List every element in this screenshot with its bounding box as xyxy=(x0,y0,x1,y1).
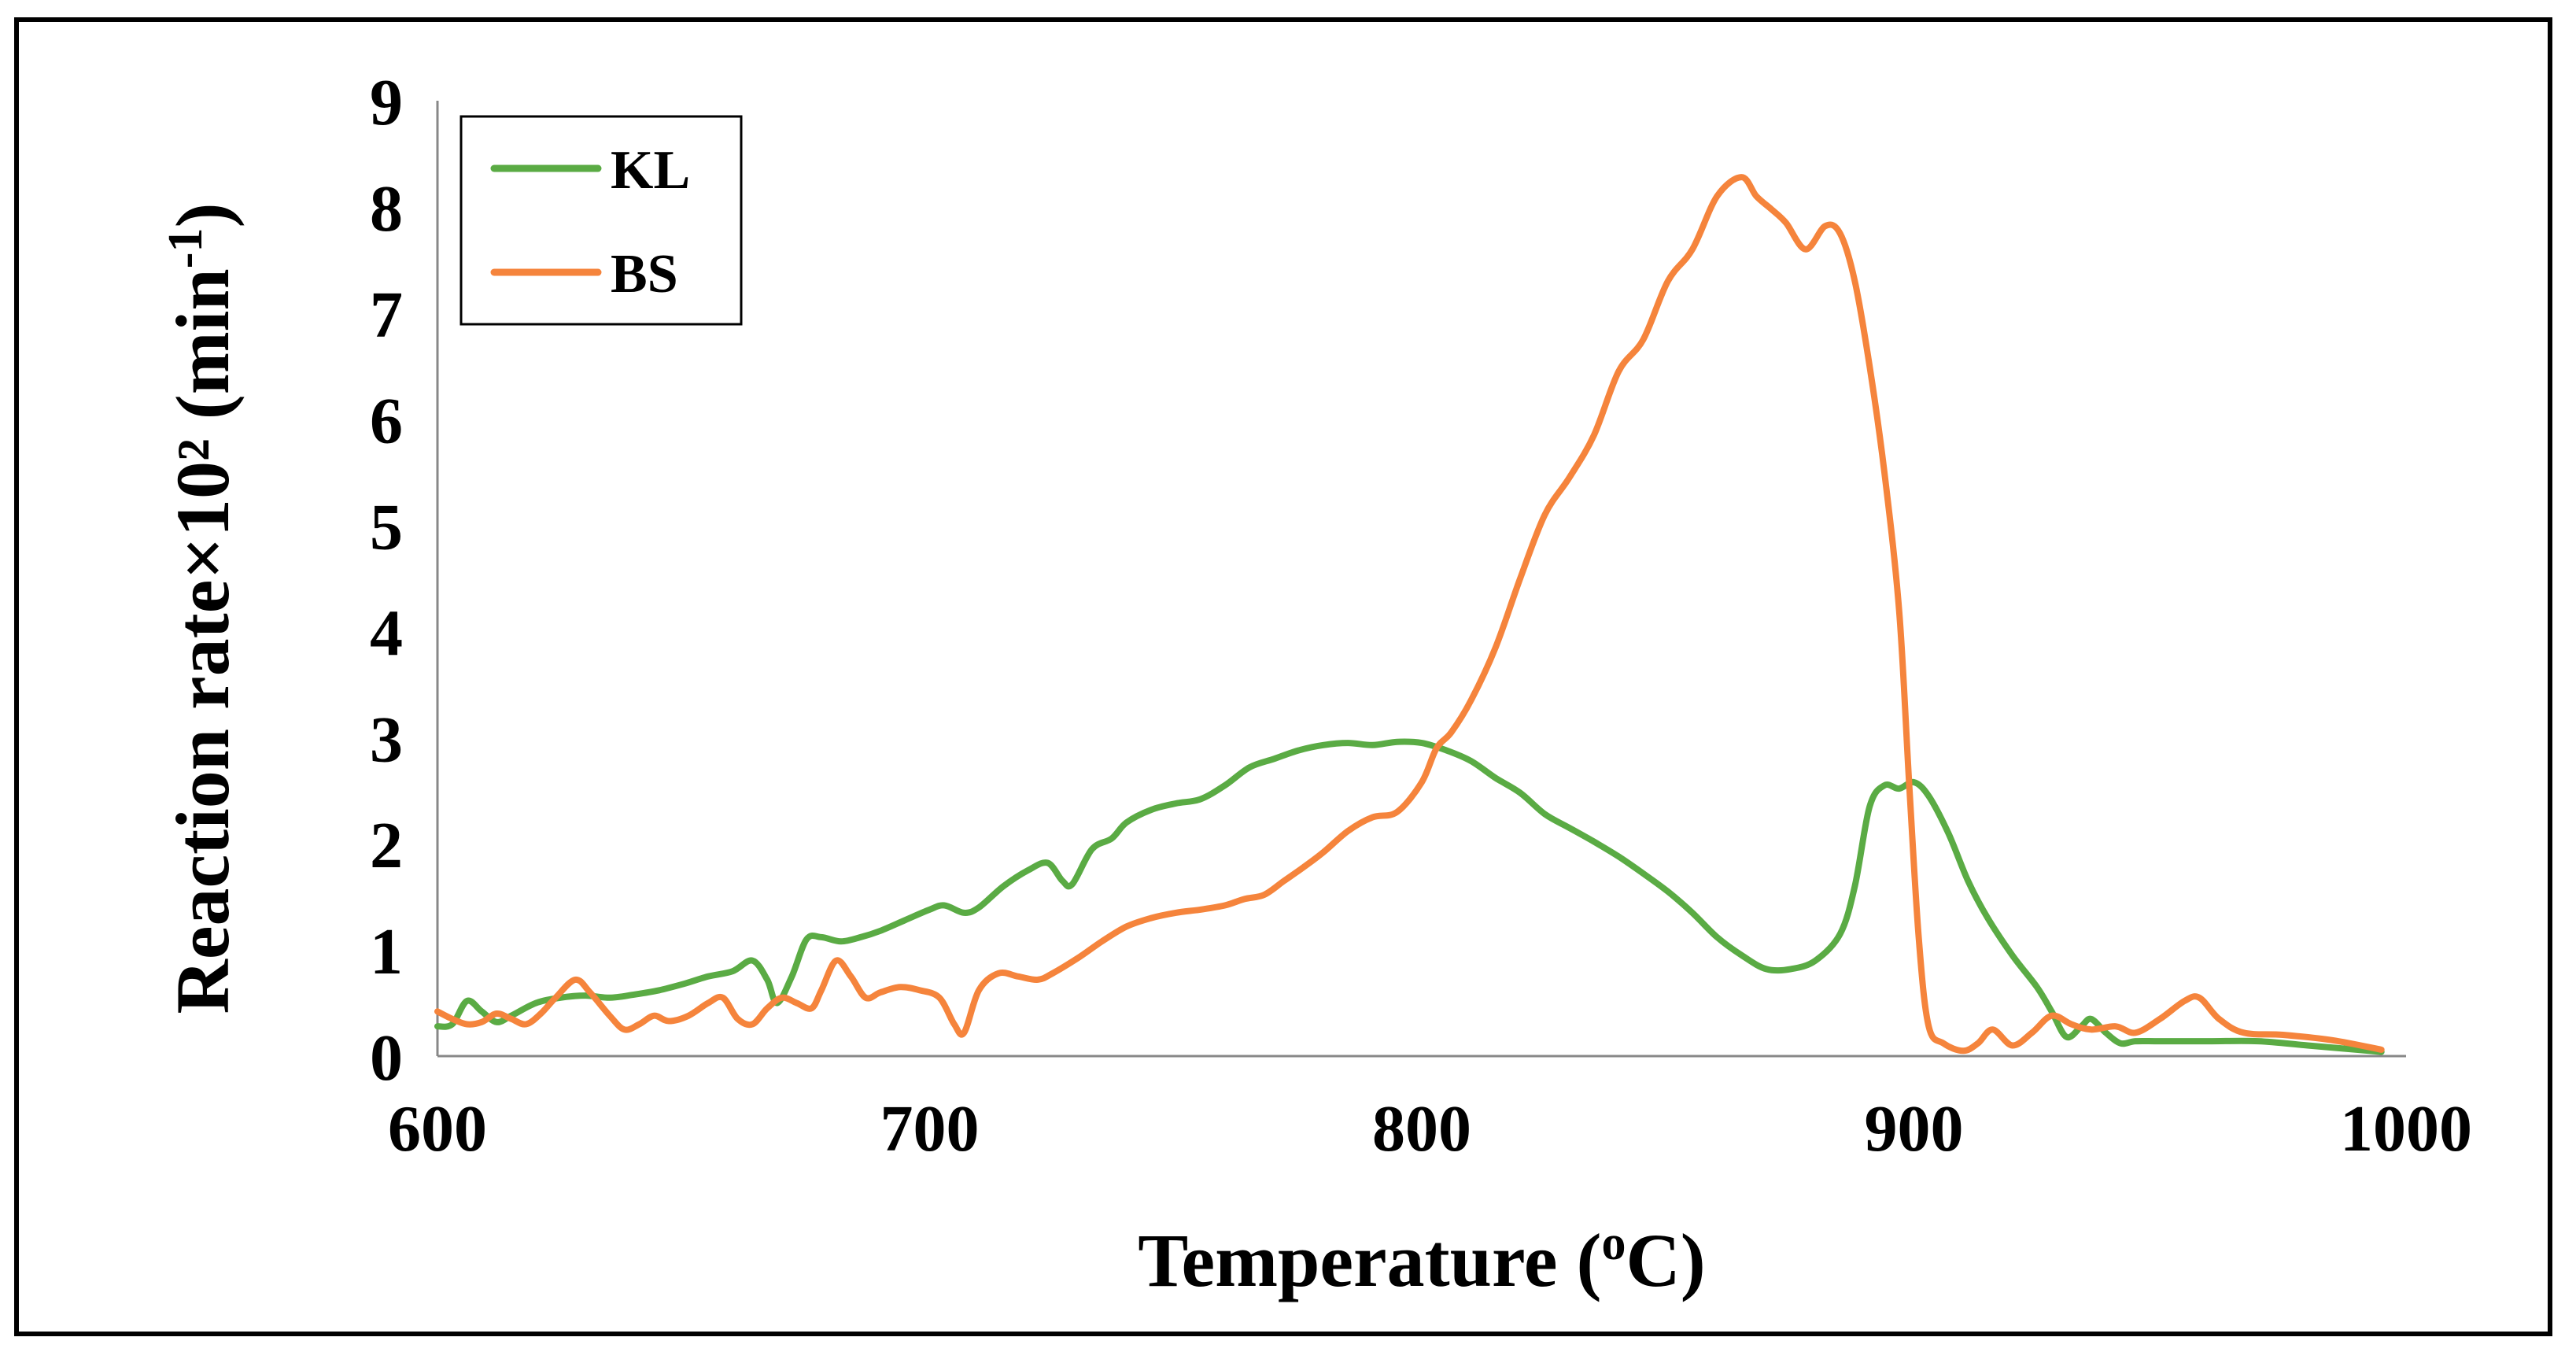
y-tick-label: 7 xyxy=(370,279,403,352)
y-axis-title-sup: -1 xyxy=(159,228,212,269)
x-tick-label: 700 xyxy=(880,1092,980,1165)
x-tick-label: 800 xyxy=(1372,1092,1471,1165)
series-group xyxy=(434,174,2385,1055)
legend-label-bs: BS xyxy=(611,244,678,305)
y-tick-labels: 0 1 2 3 4 5 6 7 8 9 xyxy=(370,66,403,1095)
y-tick-label: 4 xyxy=(370,597,403,670)
x-axis-title: Temperature (oC) xyxy=(1138,1217,1706,1302)
x-axis-title-end: C) xyxy=(1626,1218,1705,1302)
legend-box xyxy=(459,115,743,326)
y-tick-label: 5 xyxy=(370,491,403,564)
x-tick-labels: 600 700 800 900 1000 xyxy=(388,1092,2472,1165)
y-tick-label: 8 xyxy=(370,172,403,246)
y-tick-label: 0 xyxy=(370,1021,403,1095)
y-tick-label: 3 xyxy=(370,703,403,776)
y-axis-title: Reaction rate×10² (min-1) xyxy=(159,203,245,1014)
line-chart: 0 1 2 3 4 5 6 7 8 9 600 700 800 900 1000 KL BS Temper… xyxy=(159,66,2472,1302)
series-line-bs xyxy=(434,174,2385,1055)
y-axis-title-end: ) xyxy=(161,203,245,228)
x-axis-title-main: Temperature ( xyxy=(1138,1218,1601,1302)
y-tick-label: 2 xyxy=(370,809,403,882)
series-line-kl xyxy=(434,738,2385,1055)
chart-frame: 0 1 2 3 4 5 6 7 8 9 600 700 800 900 1000 KL BS Temper… xyxy=(14,17,2552,1336)
y-tick-label: 9 xyxy=(370,66,403,139)
legend: KL BS xyxy=(459,115,743,326)
x-tick-label: 900 xyxy=(1865,1092,1964,1165)
x-tick-label: 1000 xyxy=(2340,1092,2472,1165)
y-axis-title-main: Reaction rate×10² (min xyxy=(161,268,245,1014)
y-tick-label: 1 xyxy=(370,915,403,988)
x-tick-label: 600 xyxy=(388,1092,487,1165)
x-axis-title-sup: o xyxy=(1601,1217,1626,1270)
y-tick-label: 6 xyxy=(370,385,403,458)
legend-label-kl: KL xyxy=(611,140,690,201)
